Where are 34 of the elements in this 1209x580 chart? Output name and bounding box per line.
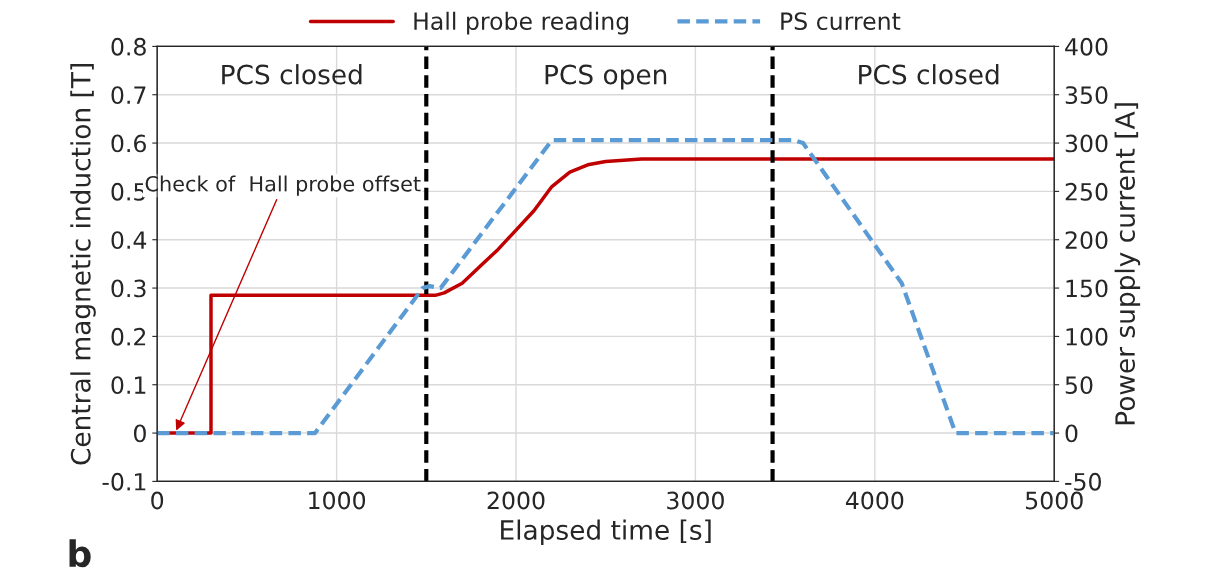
y-tick-label: 0.6 bbox=[111, 134, 146, 153]
x-tick-label: 3000 bbox=[667, 491, 724, 510]
annotation: PCS closed bbox=[222, 64, 362, 85]
y2-axis-title: Power supply current [A] bbox=[1114, 103, 1141, 425]
y-tick-label: 0 bbox=[133, 424, 146, 443]
y-tick-label: 0.4 bbox=[111, 231, 147, 250]
annotation: PCS open bbox=[545, 64, 667, 90]
y-tick-label: 0.7 bbox=[111, 86, 146, 105]
y2-tick-label: 0 bbox=[1065, 424, 1078, 443]
legend-label: Hall probe reading bbox=[414, 11, 629, 35]
x-tick-label: 0 bbox=[151, 491, 164, 510]
y-tick-label: 0.2 bbox=[111, 327, 146, 346]
x-tick-label: 2000 bbox=[487, 491, 545, 510]
y2-tick-label: 50 bbox=[1065, 376, 1093, 395]
y2-tick-label: 200 bbox=[1065, 231, 1108, 250]
x-axis-title: Elapsed time [s] bbox=[501, 519, 711, 546]
y2-tick-label: 400 bbox=[1065, 37, 1108, 56]
y-tick-label: 0.1 bbox=[111, 376, 146, 395]
y2-tick-label: 150 bbox=[1066, 279, 1108, 298]
y2-tick-label: 350 bbox=[1065, 86, 1108, 105]
y-tick-label: -0.1 bbox=[102, 472, 146, 491]
annotation: PCS closed bbox=[859, 64, 999, 85]
x-tick-label: 1000 bbox=[309, 491, 366, 510]
legend-label: PS current bbox=[781, 12, 901, 31]
y2-tick-label: 100 bbox=[1066, 327, 1108, 346]
text: b bbox=[69, 539, 91, 568]
y-tick-label: 0.8 bbox=[111, 37, 146, 56]
x-tick-label: 4000 bbox=[845, 491, 904, 510]
y2-tick-label: 300 bbox=[1065, 134, 1108, 153]
y-tick-label: 0.3 bbox=[111, 279, 146, 298]
x-tick-label: 5000 bbox=[1026, 491, 1083, 510]
y-axis-title: Central magnetic induction [T] bbox=[70, 64, 96, 465]
y2-tick-label: 250 bbox=[1065, 182, 1108, 201]
y2-tick-label: -50 bbox=[1065, 472, 1101, 491]
